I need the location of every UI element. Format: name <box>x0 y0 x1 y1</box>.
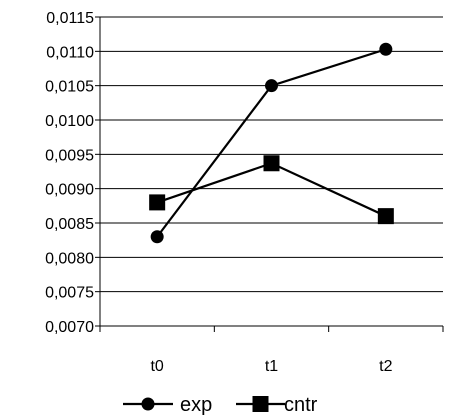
y-tick-label: 0,0100 <box>45 113 94 130</box>
data-point-cntr <box>377 208 394 225</box>
data-point-exp <box>150 230 164 244</box>
y-axis-tick-labels: 0,0115 0,0110 0,0105 0,0100 0,0095 0,0090 0,00… <box>45 10 94 336</box>
axes <box>95 16 444 332</box>
series-layer <box>149 42 394 244</box>
legend-label-exp: exp <box>180 394 212 416</box>
x-tick-label: t0 <box>150 358 163 375</box>
y-tick-label: 0,0085 <box>45 216 94 233</box>
legend-item-exp: exp <box>123 394 212 416</box>
y-tick-label: 0,0095 <box>45 147 94 164</box>
data-point-exp <box>265 79 278 93</box>
data-point-cntr <box>263 155 280 172</box>
legend-label-cntr: cntr <box>284 394 318 416</box>
horizontal-gridlines <box>100 16 443 293</box>
y-tick-label: 0,0070 <box>45 319 94 336</box>
legend-item-cntr: cntr <box>236 394 318 416</box>
y-tick-label: 0,0080 <box>45 250 94 267</box>
x-tick-label: t1 <box>265 358 278 375</box>
legend-marker-cntr <box>252 396 269 412</box>
y-tick-label: 0,0105 <box>45 79 94 96</box>
series-line-exp <box>156 48 387 238</box>
legend-marker-exp <box>141 397 155 411</box>
y-tick-label: 0,0090 <box>45 182 94 199</box>
y-tick-label: 0,0115 <box>46 10 94 27</box>
x-tick-label: t2 <box>379 358 392 375</box>
legend: exp cntr <box>123 394 318 416</box>
data-point-cntr <box>149 194 166 211</box>
series-exp <box>150 42 393 244</box>
x-axis-tick-labels: t0 t1 t2 <box>150 358 392 375</box>
y-tick-label: 0,0075 <box>45 285 94 302</box>
series-cntr <box>149 155 394 225</box>
y-tick-label: 0,0110 <box>46 44 94 61</box>
data-point-exp <box>379 42 393 56</box>
